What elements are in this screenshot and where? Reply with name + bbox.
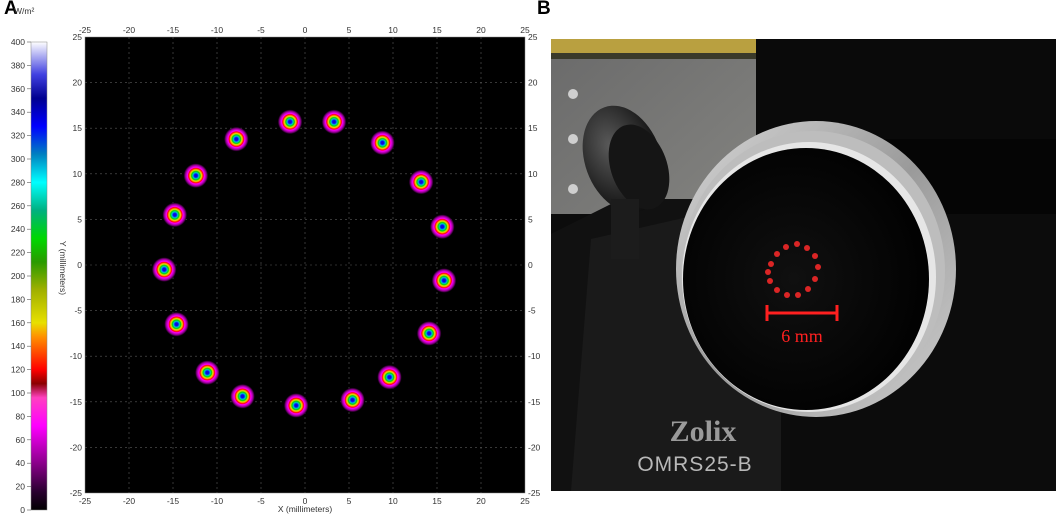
colorbar-tick-label: 120: [11, 365, 25, 375]
colorbar-ticks: 0 20 40 60 80 100 120 140 160 180 200 220 240 260 280 3…: [11, 37, 31, 515]
colorbar-tick-label: 80: [16, 411, 26, 421]
y-tick-label-right: -5: [528, 306, 536, 316]
beam-spot: [376, 364, 402, 390]
panel-label-b: B: [537, 0, 551, 19]
y-tick-label-left: 5: [77, 214, 82, 224]
y-tick-label-right: 20: [528, 78, 538, 88]
x-tick-label-bottom: -5: [257, 496, 265, 506]
colorbar-tick-label: 380: [11, 60, 25, 70]
colorbar-tick-label: 160: [11, 318, 25, 328]
y-tick-label-right: -10: [528, 351, 541, 361]
x-tick-label-top: 10: [388, 25, 398, 35]
spot-ring: [151, 109, 457, 418]
beam-spot: [223, 126, 249, 152]
beam-spot: [194, 360, 220, 386]
beam-spot: [369, 130, 395, 156]
colorbar-tick-label: 400: [11, 37, 25, 47]
x-tick-label-top: 15: [432, 25, 442, 35]
colorbar-tick-label: 0: [20, 505, 25, 515]
beam-spot: [283, 392, 309, 418]
colorbar-unit: W/m²: [14, 6, 34, 16]
beam-spot: [162, 202, 188, 228]
colorbar-tick-label: 300: [11, 154, 25, 164]
x-tick-label-top: -25: [79, 25, 92, 35]
colorbar-tick-label: 260: [11, 201, 25, 211]
colorbar-tick-label: 40: [16, 458, 26, 468]
y-tick-label-left: 0: [77, 260, 82, 270]
y-tick-label-right: 5: [528, 214, 533, 224]
beam-profile-chart: W/m² 02040608010012014016018020022024026…: [11, 6, 541, 515]
x-tick-label-top: 0: [303, 25, 308, 35]
axis-ticks: -25-25-20-20-15-15-10-10-5-5005510101515…: [70, 25, 541, 506]
y-tick-label-right: 10: [528, 169, 538, 179]
y-tick-label-left: 15: [73, 123, 83, 133]
x-tick-label-bottom: 15: [432, 496, 442, 506]
x-tick-label-bottom: 5: [347, 496, 352, 506]
y-tick-label-left: -10: [70, 351, 83, 361]
y-tick-label-left: -15: [70, 397, 83, 407]
x-tick-label-top: -5: [257, 25, 265, 35]
y-tick-label-left: -20: [70, 442, 83, 452]
x-tick-label-top: -15: [167, 25, 180, 35]
beam-spot: [151, 257, 177, 283]
scale-bar: [765, 305, 839, 321]
y-tick-label-right: -25: [528, 488, 541, 498]
y-tick-label-left: -25: [70, 488, 83, 498]
x-tick-label-bottom: 25: [520, 496, 530, 506]
x-tick-label-bottom: 0: [303, 496, 308, 506]
colorbar-tick-label: 100: [11, 388, 25, 398]
x-tick-label-top: 5: [347, 25, 352, 35]
colorbar-tick-label: 220: [11, 248, 25, 258]
x-tick-label-top: 20: [476, 25, 486, 35]
colorbar-tick-label: 340: [11, 107, 25, 117]
brand-logo: Zolix: [670, 415, 737, 448]
beam-spot: [277, 109, 303, 135]
beam-spot: [230, 383, 256, 409]
y-tick-label-left: 25: [73, 32, 83, 42]
colorbar-tick-label: 320: [11, 131, 25, 141]
beam-spot: [429, 214, 455, 240]
beam-spot: [340, 387, 366, 413]
y-tick-label-right: -20: [528, 442, 541, 452]
colorbar-tick-label: 140: [11, 341, 25, 351]
experiment-photo: 6 mm Zolix OMRS25-B: [551, 39, 1056, 491]
x-tick-label-bottom: -25: [79, 496, 92, 506]
y-axis-label: Y (millimeters): [58, 241, 68, 295]
y-tick-label-left: 20: [73, 78, 83, 88]
colorbar-tick-label: 60: [16, 435, 26, 445]
x-tick-label-top: -20: [123, 25, 136, 35]
beam-spot: [164, 311, 190, 337]
x-tick-label-top: -10: [211, 25, 224, 35]
y-tick-label-left: 10: [73, 169, 83, 179]
beam-spot: [321, 109, 347, 135]
colorbar-tick-label: 360: [11, 84, 25, 94]
y-tick-label-left: -5: [74, 306, 82, 316]
beam-spot: [408, 169, 434, 195]
beam-spot: [416, 320, 442, 346]
colorbar-tick-label: 200: [11, 271, 25, 281]
scale-bar-label: 6 mm: [781, 326, 823, 346]
y-tick-label-right: -15: [528, 397, 541, 407]
y-tick-label-right: 25: [528, 32, 538, 42]
x-tick-label-bottom: 20: [476, 496, 486, 506]
beam-spot: [183, 163, 209, 189]
x-tick-label-bottom: -20: [123, 496, 136, 506]
panel-label-a: A: [4, 0, 18, 19]
x-tick-label-bottom: -15: [167, 496, 180, 506]
colorbar-tick-label: 240: [11, 224, 25, 234]
colorbar-tick-label: 20: [16, 482, 26, 492]
y-tick-label-right: 15: [528, 123, 538, 133]
plot-grid: [85, 37, 525, 493]
beam-spot: [431, 268, 457, 294]
colorbar-tick-label: 180: [11, 294, 25, 304]
model-label: OMRS25-B: [637, 453, 752, 476]
y-tick-label-right: 0: [528, 260, 533, 270]
x-axis-label: X (millimeters): [278, 504, 332, 514]
x-tick-label-bottom: 10: [388, 496, 398, 506]
x-tick-label-top: 25: [520, 25, 530, 35]
colorbar-tick-label: 280: [11, 177, 25, 187]
x-tick-label-bottom: -10: [211, 496, 224, 506]
colorbar: [30, 41, 48, 511]
